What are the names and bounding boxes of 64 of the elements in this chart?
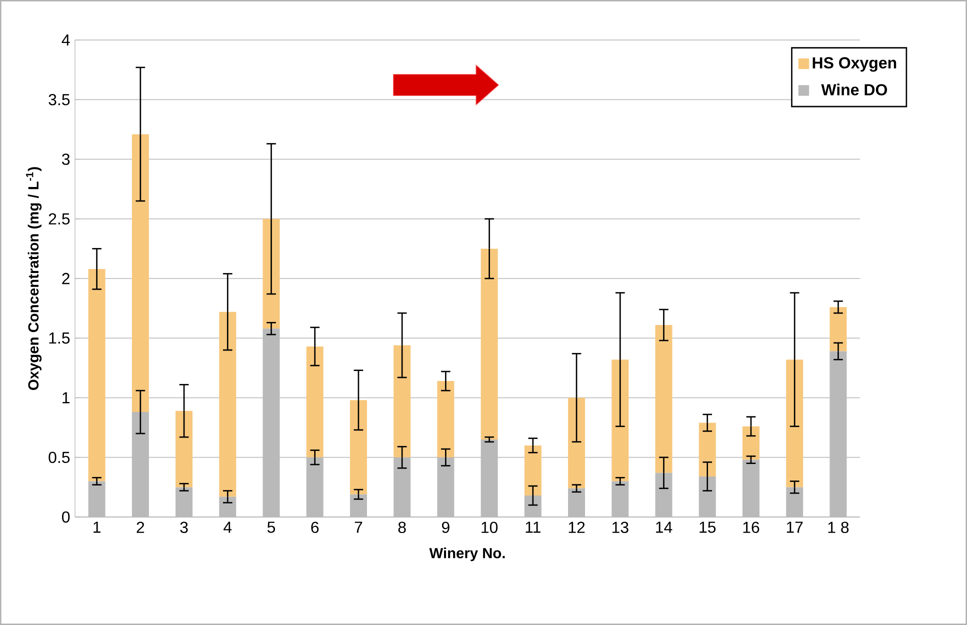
x-tick-label: 13 bbox=[612, 522, 628, 534]
x-tick-label: 3 bbox=[180, 522, 188, 534]
x-tick-label: 1 bbox=[94, 522, 100, 533]
x-tick-label: 16 bbox=[743, 522, 760, 534]
x-tick-label: 12 bbox=[568, 522, 585, 533]
y-tick-label: 3 bbox=[62, 154, 70, 165]
x-tick-label: 7 bbox=[354, 522, 362, 533]
x-tick-label: 6 bbox=[311, 522, 319, 534]
bar bbox=[437, 381, 454, 458]
y-tick-label: 3.5 bbox=[48, 94, 70, 106]
x-tick-label: 4 bbox=[224, 522, 232, 533]
bar bbox=[219, 496, 236, 517]
x-tick-label: 10 bbox=[482, 522, 498, 534]
x-tick-label: 5 bbox=[267, 522, 276, 533]
bar bbox=[176, 487, 193, 517]
bar bbox=[132, 412, 149, 517]
y-axis-title: Oxygen Concentration (mg / L$^{-1}$) bbox=[26, 167, 42, 390]
bar bbox=[437, 457, 454, 517]
x-tick-label: 17 bbox=[786, 522, 803, 533]
bar bbox=[742, 426, 760, 460]
bar bbox=[655, 472, 672, 517]
bar bbox=[350, 494, 367, 517]
bar bbox=[262, 328, 280, 517]
x-tick-label: 15 bbox=[700, 522, 716, 533]
bar bbox=[830, 307, 847, 352]
bar bbox=[394, 457, 411, 517]
y-tick-label: 2.5 bbox=[48, 213, 70, 225]
y-tick-label: 0 bbox=[62, 511, 70, 523]
legend-label: HS Oxygen bbox=[812, 57, 896, 72]
bar bbox=[306, 457, 324, 517]
bar bbox=[306, 346, 324, 458]
bar bbox=[480, 248, 498, 440]
bar bbox=[568, 398, 586, 488]
y-tick-label: 2 bbox=[62, 272, 70, 284]
bar bbox=[524, 496, 542, 517]
y-tick-label: 1 bbox=[62, 392, 70, 404]
bar bbox=[88, 268, 106, 482]
x-tick-label: 2 bbox=[136, 522, 144, 533]
bar bbox=[176, 410, 193, 488]
bar bbox=[786, 487, 804, 517]
bar bbox=[655, 325, 672, 473]
bar bbox=[219, 312, 236, 497]
bar bbox=[350, 400, 367, 494]
bar bbox=[830, 351, 847, 517]
x-tick-label: 14 bbox=[656, 522, 672, 533]
bar bbox=[568, 488, 586, 517]
bar bbox=[88, 481, 106, 517]
y-tick-label: 1.5 bbox=[49, 332, 70, 344]
bar bbox=[698, 422, 716, 476]
x-tick-label: 11 bbox=[526, 522, 540, 533]
y-tick-label: 0.5 bbox=[48, 452, 70, 464]
x-tick-label: 1 8 bbox=[828, 522, 849, 534]
legend-label: Wine DO bbox=[821, 84, 888, 96]
y-tick-label: 4 bbox=[62, 34, 70, 46]
bar bbox=[742, 460, 760, 517]
x-tick-label: 9 bbox=[442, 522, 450, 534]
bar bbox=[132, 134, 149, 412]
x-tick-label: 8 bbox=[398, 522, 406, 534]
bar bbox=[524, 445, 542, 496]
bar bbox=[698, 476, 716, 517]
x-axis-title: Winery No. bbox=[429, 548, 505, 562]
bar bbox=[612, 481, 629, 517]
bar bbox=[480, 439, 498, 517]
bar bbox=[394, 345, 411, 458]
